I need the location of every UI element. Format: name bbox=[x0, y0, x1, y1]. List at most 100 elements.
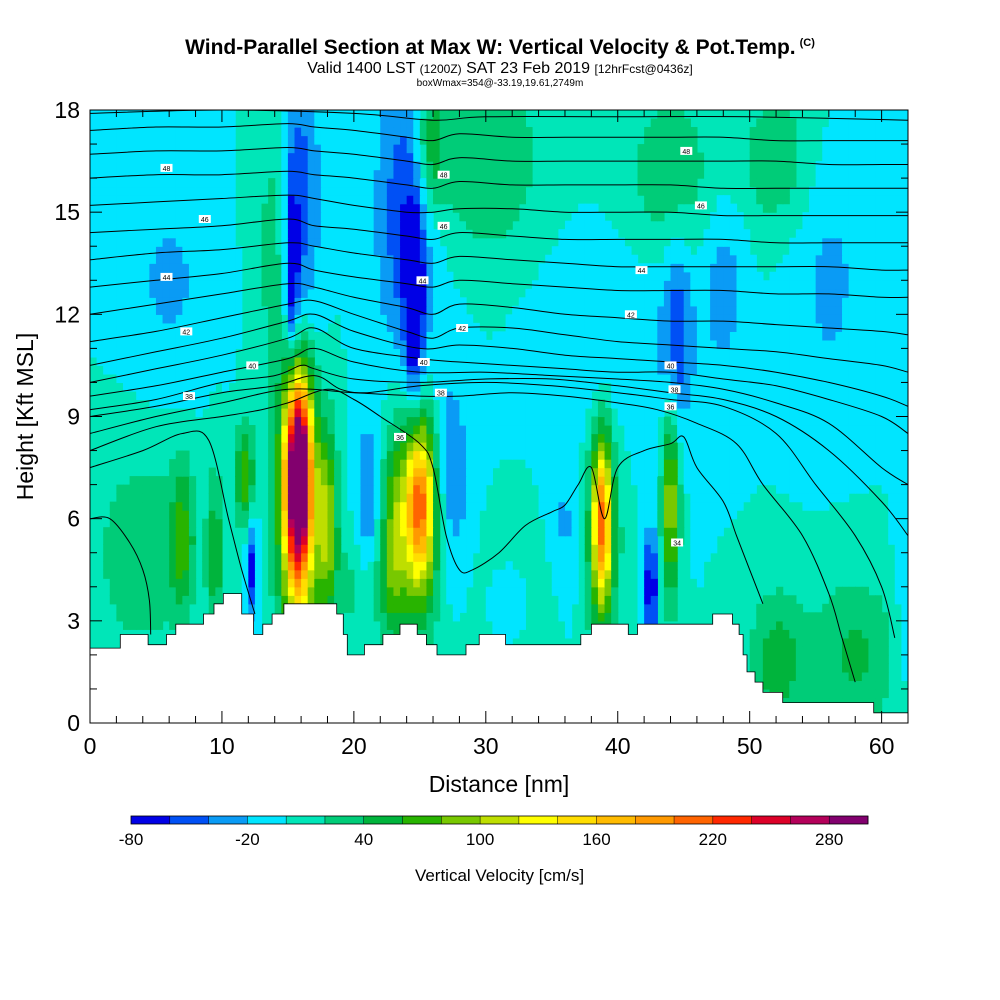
velocity-cell bbox=[795, 697, 804, 707]
velocity-cell bbox=[558, 459, 566, 469]
velocity-cell bbox=[835, 467, 843, 477]
velocity-cell bbox=[386, 612, 395, 622]
velocity-cell bbox=[795, 459, 804, 469]
velocity-cell bbox=[578, 305, 586, 315]
velocity-cell bbox=[861, 390, 870, 401]
velocity-cell bbox=[360, 407, 368, 418]
velocity-cell bbox=[512, 331, 520, 341]
velocity-cell bbox=[690, 416, 698, 426]
velocity-cell bbox=[268, 450, 276, 460]
velocity-cell bbox=[901, 297, 908, 307]
velocity-cell bbox=[426, 416, 434, 426]
velocity-cell bbox=[162, 288, 170, 298]
velocity-cell bbox=[512, 595, 520, 605]
velocity-cell bbox=[241, 552, 249, 562]
velocity-cell bbox=[677, 314, 685, 324]
velocity-cell bbox=[505, 339, 513, 349]
velocity-cell bbox=[756, 407, 764, 418]
velocity-cell bbox=[868, 399, 876, 409]
velocity-cell bbox=[301, 535, 309, 545]
velocity-cell bbox=[116, 612, 124, 622]
velocity-cell bbox=[723, 433, 731, 443]
velocity-cell bbox=[683, 442, 691, 452]
velocity-cell bbox=[485, 603, 494, 613]
velocity-cell bbox=[459, 356, 467, 367]
velocity-cell bbox=[729, 459, 738, 469]
velocity-cell bbox=[795, 476, 804, 486]
velocity-cell bbox=[545, 459, 553, 469]
velocity-cell bbox=[188, 535, 197, 545]
velocity-cell bbox=[261, 229, 269, 239]
velocity-cell bbox=[208, 501, 216, 511]
velocity-cell bbox=[380, 390, 388, 401]
velocity-cell bbox=[122, 212, 131, 222]
velocity-cell bbox=[683, 467, 691, 477]
velocity-cell bbox=[320, 484, 329, 494]
velocity-cell bbox=[875, 348, 883, 358]
velocity-cell bbox=[815, 612, 823, 622]
velocity-cell bbox=[426, 484, 434, 494]
velocity-cell bbox=[795, 612, 804, 622]
velocity-cell bbox=[789, 450, 797, 460]
velocity-cell bbox=[663, 373, 672, 384]
velocity-cell bbox=[558, 595, 566, 605]
velocity-cell bbox=[109, 314, 117, 324]
velocity-cell bbox=[809, 501, 817, 511]
velocity-cell bbox=[703, 407, 711, 418]
velocity-cell bbox=[822, 663, 830, 673]
velocity-cell bbox=[525, 399, 533, 409]
velocity-cell bbox=[175, 263, 183, 273]
velocity-cell bbox=[795, 254, 804, 264]
velocity-cell bbox=[749, 484, 757, 494]
velocity-cell bbox=[888, 382, 896, 392]
velocity-cell bbox=[769, 646, 777, 656]
velocity-cell bbox=[815, 416, 823, 426]
velocity-cell bbox=[789, 305, 797, 315]
velocity-cell bbox=[188, 263, 197, 273]
velocity-cell bbox=[584, 348, 592, 358]
velocity-cell bbox=[875, 373, 883, 384]
velocity-cell bbox=[703, 527, 711, 537]
velocity-cell bbox=[637, 425, 645, 435]
velocity-cell bbox=[426, 433, 434, 443]
velocity-cell bbox=[406, 442, 414, 452]
velocity-cell bbox=[367, 356, 375, 367]
velocity-cell bbox=[96, 271, 104, 281]
velocity-cell bbox=[848, 348, 856, 358]
velocity-cell bbox=[696, 569, 705, 579]
velocity-cell bbox=[848, 637, 856, 647]
velocity-cell bbox=[802, 339, 810, 349]
velocity-cell bbox=[301, 390, 309, 401]
velocity-cell bbox=[419, 561, 428, 571]
velocity-cell bbox=[743, 399, 751, 409]
velocity-cell bbox=[274, 535, 282, 545]
velocity-cell bbox=[380, 620, 388, 630]
velocity-cell bbox=[644, 459, 652, 469]
velocity-cell bbox=[624, 339, 632, 349]
velocity-cell bbox=[439, 407, 447, 418]
velocity-cell bbox=[564, 578, 573, 588]
velocity-cell bbox=[208, 373, 216, 384]
velocity-cell bbox=[169, 288, 177, 298]
velocity-cell bbox=[762, 612, 771, 622]
velocity-cell bbox=[663, 314, 672, 324]
velocity-cell bbox=[320, 578, 329, 588]
velocity-cell bbox=[314, 476, 322, 486]
velocity-cell bbox=[663, 280, 672, 290]
velocity-cell bbox=[670, 476, 678, 486]
velocity-cell bbox=[221, 280, 230, 290]
velocity-cell bbox=[175, 501, 183, 511]
velocity-cell bbox=[729, 331, 738, 341]
velocity-cell bbox=[637, 288, 645, 298]
velocity-cell bbox=[195, 254, 203, 264]
velocity-cell bbox=[162, 535, 170, 545]
velocity-cell bbox=[353, 280, 362, 290]
velocity-cell bbox=[400, 442, 408, 452]
velocity-cell bbox=[564, 407, 573, 418]
velocity-cell bbox=[604, 237, 612, 247]
velocity-cell bbox=[426, 229, 434, 239]
velocity-cell bbox=[604, 561, 612, 571]
velocity-cell bbox=[281, 237, 289, 247]
velocity-cell bbox=[749, 254, 757, 264]
velocity-cell bbox=[723, 501, 731, 511]
